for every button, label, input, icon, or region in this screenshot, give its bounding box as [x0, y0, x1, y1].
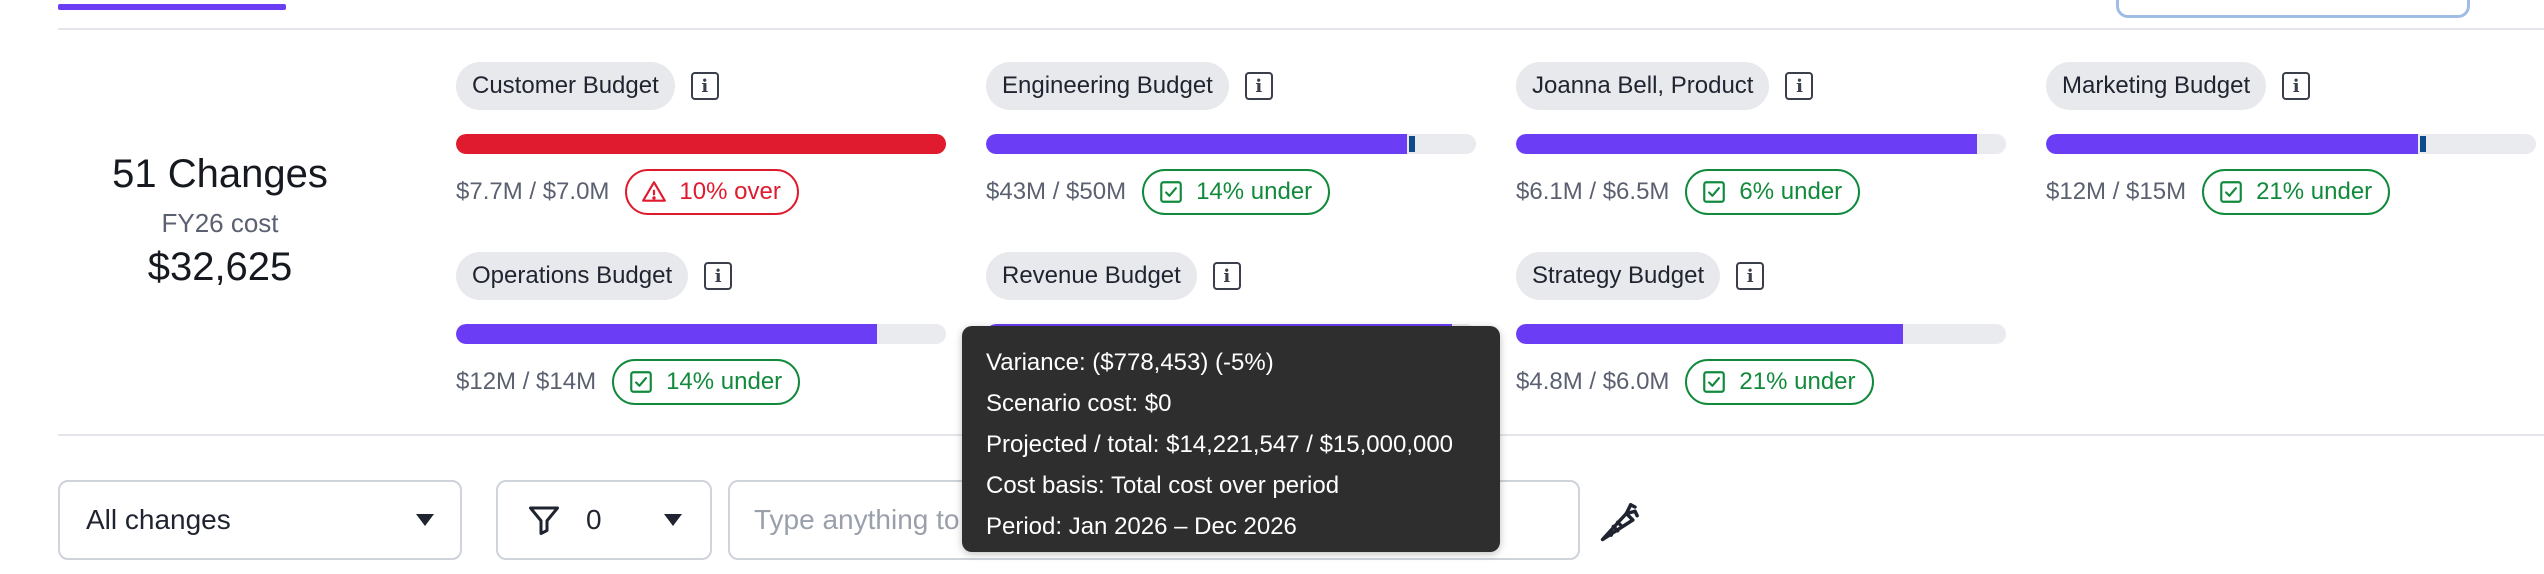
- filter-button[interactable]: 0: [496, 480, 712, 560]
- budget-progress-bar[interactable]: [1516, 134, 2006, 154]
- budget-name[interactable]: Operations Budget: [456, 252, 689, 300]
- budget-name[interactable]: Joanna Bell, Product: [1516, 62, 1770, 110]
- budget-footer: $43M / $50M 14% under: [986, 168, 1476, 216]
- budget-progress-bar[interactable]: [456, 324, 946, 344]
- info-icon[interactable]: i: [690, 72, 719, 100]
- top-right-button[interactable]: [2116, 0, 2470, 18]
- info-icon[interactable]: i: [2282, 72, 2311, 100]
- status-badge: 14% under: [612, 359, 801, 405]
- caret-down-icon: [664, 514, 682, 526]
- budget-amount: $43M / $50M: [986, 178, 1127, 205]
- budget-target-marker: [1409, 136, 1416, 152]
- budget-amount: $12M / $15M: [2046, 178, 2187, 205]
- checkbox-check-icon: [1703, 181, 1726, 203]
- status-text: 14% under: [666, 368, 783, 395]
- status-text: 10% over: [679, 178, 781, 205]
- budget-progress-fill: [456, 324, 878, 344]
- info-icon[interactable]: i: [1244, 72, 1273, 100]
- funnel-icon: [529, 506, 559, 535]
- tooltip-projected-total: Projected / total: $14,221,547 / $15,000…: [986, 431, 1454, 458]
- budget-card: Customer Budget i $7.7M / $7.0M 10% over: [456, 62, 946, 216]
- view-select[interactable]: All changes: [58, 480, 462, 560]
- info-icon[interactable]: i: [1212, 262, 1241, 290]
- status-badge: 10% over: [625, 169, 799, 215]
- top-divider: [58, 28, 2544, 30]
- budget-header: Engineering Budget i: [986, 62, 1476, 110]
- status-badge: 21% under: [1685, 359, 1874, 405]
- budget-amount: $6.1M / $6.5M: [1516, 178, 1670, 205]
- checkbox-check-icon: [1160, 181, 1182, 203]
- status-text: 14% under: [1196, 178, 1313, 205]
- carrot-icon: [1600, 503, 1639, 542]
- budget-progress-bar[interactable]: [986, 134, 1476, 154]
- status-badge: 6% under: [1685, 169, 1861, 215]
- budget-header: Customer Budget i: [456, 62, 946, 110]
- budget-footer: $4.8M / $6.0M 21% under: [1516, 358, 2006, 406]
- budget-header: Joanna Bell, Product i: [1516, 62, 2006, 110]
- budget-name[interactable]: Strategy Budget: [1516, 252, 1721, 300]
- info-icon[interactable]: i: [1785, 72, 1814, 100]
- budget-progress-bar[interactable]: [1516, 324, 2006, 344]
- budget-amount: $12M / $14M: [456, 368, 597, 395]
- budget-target-marker: [2420, 136, 2427, 152]
- view-select-label: All changes: [86, 504, 231, 535]
- cost-value: $32,625: [147, 245, 293, 290]
- budget-name[interactable]: Marketing Budget: [2046, 62, 2267, 110]
- revenue-budget-tooltip: Variance: ($778,453) (-5%) Scenario cost…: [962, 326, 1500, 552]
- tooltip-cost-basis: Cost basis: Total cost over period: [986, 472, 1340, 499]
- active-tab-underline: [58, 4, 286, 10]
- budget-amount: $7.7M / $7.0M: [456, 178, 610, 205]
- caret-down-icon: [416, 514, 434, 526]
- budget-header: Revenue Budget i: [986, 252, 1476, 300]
- status-badge: 14% under: [1142, 169, 1331, 215]
- budget-progress-bar[interactable]: [456, 134, 946, 154]
- budget-amount: $4.8M / $6.0M: [1516, 368, 1670, 395]
- filter-count: 0: [586, 504, 602, 535]
- budget-card: Operations Budget i $12M / $14M 14% under: [456, 252, 946, 406]
- status-text: 21% under: [2256, 178, 2373, 205]
- budget-progress-fill: [1516, 134, 1977, 154]
- budget-card: Joanna Bell, Product i $6.1M / $6.5M 6% und…: [1516, 62, 2006, 216]
- warning-triangle-icon: [642, 181, 667, 202]
- changes-count: 51 Changes: [112, 152, 328, 196]
- budget-card: Marketing Budget i $12M / $15M 21% under: [2046, 62, 2536, 216]
- budget-header: Operations Budget i: [456, 252, 946, 300]
- budget-card: Strategy Budget i $4.8M / $6.0M 21% under: [1516, 252, 2006, 406]
- budget-progress-fill: [456, 134, 946, 154]
- tooltip-period: Period: Jan 2026 – Dec 2026: [986, 513, 1297, 540]
- status-text: 6% under: [1739, 178, 1843, 205]
- tooltip-scenario-cost: Scenario cost: $0: [986, 390, 1172, 417]
- checkbox-check-icon: [2220, 181, 2242, 203]
- info-icon[interactable]: i: [1736, 262, 1765, 290]
- budget-card: Engineering Budget i $43M / $50M 14% under: [986, 62, 1476, 216]
- budget-name[interactable]: Revenue Budget: [986, 252, 1197, 300]
- budget-footer: $12M / $15M 21% under: [2046, 168, 2536, 216]
- checkbox-check-icon: [630, 371, 652, 393]
- budget-header: Strategy Budget i: [1516, 252, 2006, 300]
- budget-progress-bar[interactable]: [2046, 134, 2536, 154]
- cost-label: FY26 cost: [161, 208, 279, 238]
- budget-footer: $6.1M / $6.5M 6% under: [1516, 168, 2006, 216]
- budget-progress-fill: [1516, 324, 1904, 344]
- budget-footer: $12M / $14M 14% under: [456, 358, 946, 406]
- info-icon[interactable]: i: [704, 262, 733, 290]
- budget-name[interactable]: Customer Budget: [456, 62, 675, 110]
- budget-name[interactable]: Engineering Budget: [986, 62, 1229, 110]
- budget-progress-fill: [986, 134, 1408, 154]
- status-badge: 21% under: [2202, 169, 2391, 215]
- status-text: 21% under: [1739, 368, 1856, 395]
- tooltip-variance: Variance: ($778,453) (-5%): [986, 349, 1274, 376]
- budget-header: Marketing Budget i: [2046, 62, 2536, 110]
- budget-progress-fill: [2046, 134, 2419, 154]
- ai-carrot-button[interactable]: [1596, 494, 1648, 546]
- checkbox-check-icon: [1703, 371, 1726, 393]
- budget-footer: $7.7M / $7.0M 10% over: [456, 168, 946, 216]
- changes-summary: 51 Changes FY26 cost $32,625: [58, 150, 382, 291]
